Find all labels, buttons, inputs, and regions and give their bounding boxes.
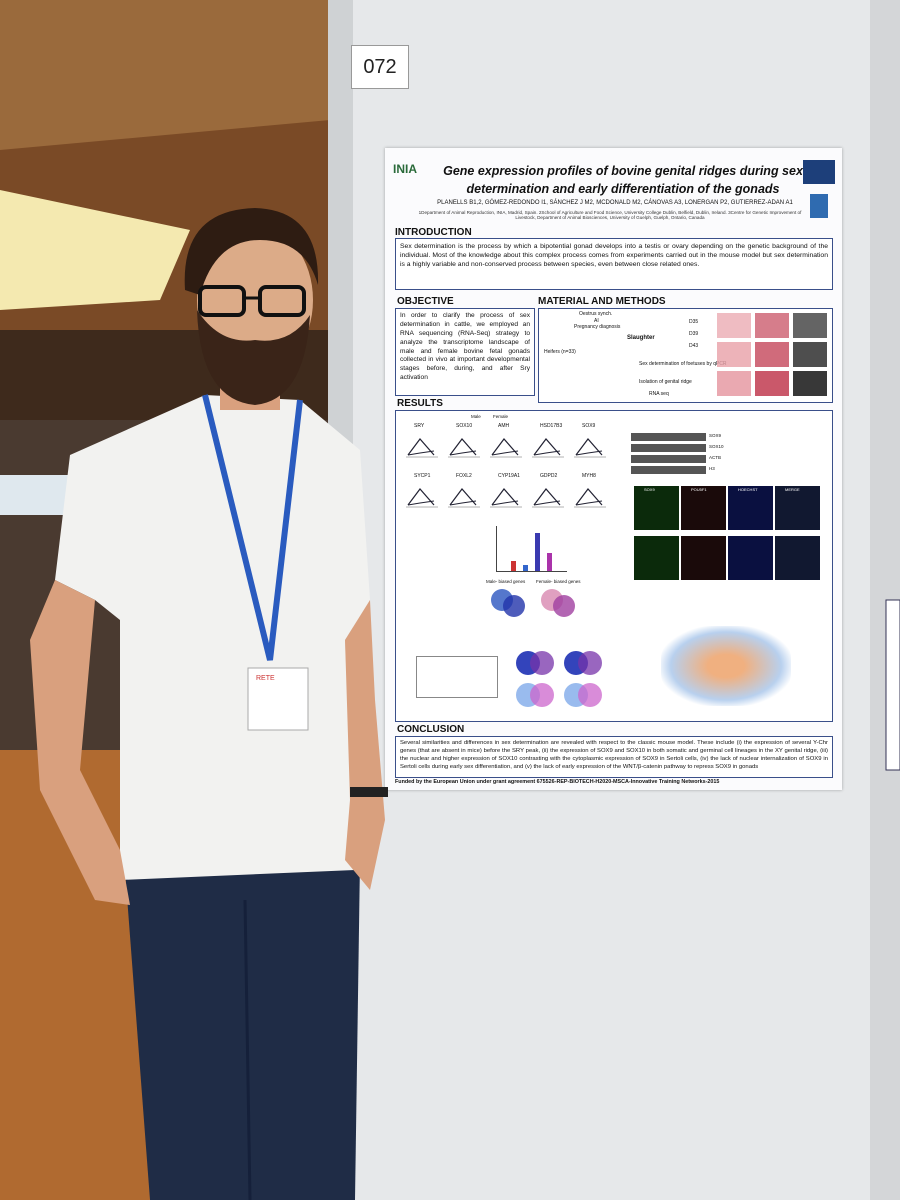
gene-label: CYP19A1 <box>498 473 520 479</box>
logo-ucd <box>810 194 828 218</box>
micrograph <box>681 536 726 580</box>
section-heading: OBJECTIVE <box>397 296 454 307</box>
legend-entry: Female <box>493 414 509 419</box>
gene-plot <box>448 488 480 508</box>
section-heading: INTRODUCTION <box>395 227 472 238</box>
micrograph <box>634 536 679 580</box>
venn <box>578 683 602 707</box>
introduction-text: Sex determination is the process by whic… <box>395 238 833 290</box>
method-step: D35 <box>689 319 699 325</box>
logo-rep <box>803 160 835 184</box>
gene-label: HSD17B3 <box>540 423 563 429</box>
method-photo <box>717 342 751 367</box>
gene-plot <box>532 438 564 458</box>
image-label: POU5F1 <box>691 487 707 492</box>
venn <box>530 651 554 675</box>
blot <box>631 455 706 463</box>
poster-title: Gene expression profiles of bovine genit… <box>443 164 803 197</box>
method-photo <box>717 313 751 338</box>
micrograph <box>728 536 773 580</box>
micrograph <box>728 486 773 530</box>
bar-chart <box>416 656 498 698</box>
gene-plot <box>406 488 438 508</box>
gene-label: SOX9 <box>582 423 596 429</box>
section-heading: CONCLUSION <box>397 724 465 735</box>
blot <box>631 466 706 474</box>
method-step: RNA seq <box>649 391 669 397</box>
gene-label: FOXL2 <box>456 473 472 479</box>
bar-chart <box>496 526 567 572</box>
results-panel: Male Female SRY SOX10 AMH HSD17B3 SOX9 SYCP1 FOX… <box>395 410 833 722</box>
gene-label: SRY <box>414 423 425 429</box>
gene-plot <box>490 488 522 508</box>
method-step: Pregnancy diagnosis <box>574 324 621 330</box>
gene-label: GDPD2 <box>540 473 558 479</box>
image-label: HOECHST <box>738 487 758 492</box>
image-label: SOX9 <box>644 487 655 492</box>
gene-label: SOX10 <box>456 423 473 429</box>
method-step: Heifers (n=33) <box>544 349 576 355</box>
gene-label: MYH8 <box>582 473 596 479</box>
gene-plot <box>574 438 606 458</box>
gene-label: AMH <box>498 423 510 429</box>
logo: INIA <box>393 162 417 176</box>
venn <box>553 595 575 617</box>
bar <box>535 533 540 571</box>
badge-text: RETE <box>256 675 275 682</box>
blot-label: ACTB <box>709 455 722 460</box>
venn <box>530 683 554 707</box>
method-photo <box>755 313 789 338</box>
method-step: AI <box>594 318 599 324</box>
method-photo <box>793 313 827 338</box>
bar <box>511 561 516 571</box>
gene-plot <box>574 488 606 508</box>
micrograph <box>634 486 679 530</box>
method-step: Sex determination of foetuses by qPCR <box>639 361 727 367</box>
method-photo <box>755 371 789 396</box>
micrograph <box>775 536 820 580</box>
micrograph <box>775 486 820 530</box>
gene-plot <box>532 488 564 508</box>
venn <box>578 651 602 675</box>
authors: PLANELLS B1,2, GÓMEZ-REDONDO I1, SÁNCHEZ… <box>437 200 793 206</box>
section-heading: RESULTS <box>397 398 443 409</box>
objective-text: In order to clarify the process of sex d… <box>395 308 535 396</box>
blot-label: SOX9 <box>709 433 722 438</box>
network <box>661 626 791 706</box>
board-number: 072 <box>351 45 409 89</box>
method-photo <box>793 371 827 396</box>
gene-plot <box>490 438 522 458</box>
blot-label: H3 <box>709 466 715 471</box>
bar <box>523 565 528 571</box>
gene-plot <box>406 438 438 458</box>
method-photo <box>793 342 827 367</box>
bar <box>547 553 552 571</box>
venn-label: Male- biased genes <box>486 579 526 584</box>
poster: INIA Gene expression profiles of bovine … <box>385 148 842 790</box>
gene-label: SYCP1 <box>414 473 431 479</box>
funding: Funded by the European Union under grant… <box>395 779 720 785</box>
legend-entry: Male <box>471 414 481 419</box>
method-step: D39 <box>689 331 699 337</box>
section-heading: MATERIAL AND METHODS <box>538 296 666 307</box>
venn <box>503 595 525 617</box>
image-label: MERGE <box>785 487 800 492</box>
method-step: Isolation of genital ridge <box>639 379 692 385</box>
blot <box>631 444 706 452</box>
method-step: Slaughter <box>627 335 655 341</box>
gene-plot <box>448 438 480 458</box>
conclusion-text: Several similarities and differences in … <box>395 736 833 778</box>
venn-label: Female- biased genes <box>536 579 581 584</box>
method-photo <box>717 371 751 396</box>
method-photo <box>755 342 789 367</box>
methods-panel: Oestrus synch. AI Pregnancy diagnosis Heife… <box>538 308 833 403</box>
blot <box>631 433 706 441</box>
affiliations: 1Department of Animal Reproduction, INIA… <box>418 210 802 220</box>
method-step: D43 <box>689 343 699 349</box>
method-step: Oestrus synch. <box>579 311 613 317</box>
blot-label: SOX10 <box>709 444 724 449</box>
micrograph <box>681 486 726 530</box>
